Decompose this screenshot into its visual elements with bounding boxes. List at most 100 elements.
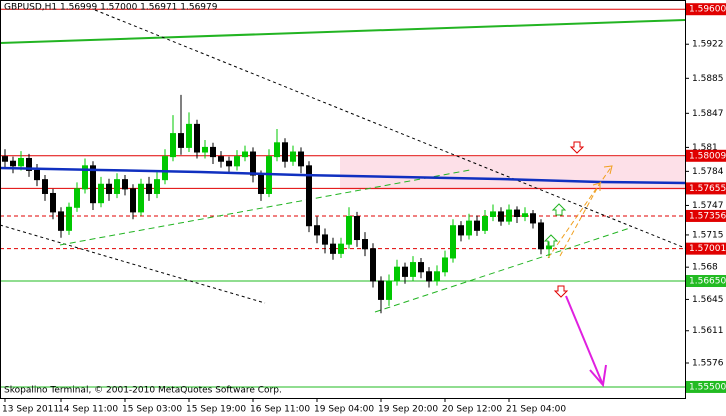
level-box xyxy=(686,149,726,162)
candle-body xyxy=(330,243,336,254)
candle-body xyxy=(130,188,136,213)
candle-body xyxy=(354,216,360,241)
level-label: 1.57655 xyxy=(689,184,726,194)
candle-body xyxy=(242,151,248,158)
x-tick-label: 19 Sep 04:00 xyxy=(314,405,374,415)
candle-body xyxy=(506,209,512,222)
candle-body xyxy=(122,179,128,190)
candle-body xyxy=(186,123,192,148)
candle-body xyxy=(322,234,328,245)
forecast-arrow xyxy=(547,165,613,259)
y-tick-label: 1.5645 xyxy=(692,295,724,305)
candle-body xyxy=(34,169,40,181)
candle-body xyxy=(274,142,280,158)
level-box xyxy=(686,3,726,16)
x-tick-label: 16 Sep 11:00 xyxy=(250,405,310,415)
candle-body xyxy=(538,222,544,250)
candle-body xyxy=(26,157,32,171)
buy-signal xyxy=(543,234,559,247)
candle-body xyxy=(10,160,16,167)
candle-body xyxy=(458,225,464,236)
x-tick-label: 19 Sep 20:00 xyxy=(378,405,438,415)
y-tick-label: 1.5885 xyxy=(692,74,724,84)
level-box xyxy=(686,182,726,195)
trend-line xyxy=(374,227,631,313)
x-tick-label: 14 Sep 11:00 xyxy=(58,405,118,415)
chart-title: GBPUSD,H1 1.56999 1.57000 1.56971 1.5697… xyxy=(4,3,218,13)
level-box xyxy=(686,209,726,222)
candle-body xyxy=(282,142,288,162)
level-label: 1.58009 xyxy=(689,151,726,161)
candle-body xyxy=(154,179,160,194)
candle-body xyxy=(162,156,168,181)
y-tick-label: 1.5611 xyxy=(692,326,724,336)
candle-body xyxy=(386,280,392,300)
candle-body xyxy=(178,133,184,148)
forecast-arrow xyxy=(565,295,604,386)
moving-average xyxy=(0,166,686,185)
trend-line xyxy=(0,19,686,44)
candle-body xyxy=(450,225,456,259)
x-tick-label: 15 Sep 03:00 xyxy=(122,405,182,415)
candle-body xyxy=(2,156,8,162)
y-tick-label: 1.568 xyxy=(692,263,718,273)
level-label: 1.56650 xyxy=(689,276,726,286)
x-tick-label: 15 Sep 19:00 xyxy=(186,405,246,415)
candle-body xyxy=(210,146,216,158)
candle-body xyxy=(50,192,56,213)
x-tick-label: 21 Sep 04:00 xyxy=(506,405,566,415)
candle-body xyxy=(58,211,64,231)
candle-body xyxy=(250,151,256,176)
candle-body xyxy=(490,211,496,218)
y-tick-label: 1.5576 xyxy=(692,358,724,368)
candle-body xyxy=(306,165,312,227)
y-tick-label: 1.5715 xyxy=(692,230,724,240)
arrow-head xyxy=(592,182,601,191)
candle-body xyxy=(114,179,120,194)
candle-body xyxy=(474,220,480,231)
candle-body xyxy=(362,239,368,250)
candle-body xyxy=(74,188,80,208)
trend-line xyxy=(0,224,266,304)
candle-body xyxy=(514,209,520,218)
candle-body xyxy=(66,206,72,231)
level-label: 1.59600 xyxy=(689,5,726,15)
candle-body xyxy=(378,280,384,300)
x-tick-label: 13 Sep 2011 xyxy=(2,405,59,415)
candle-body xyxy=(498,211,504,222)
plot-frame xyxy=(0,0,686,399)
candle-body xyxy=(426,271,432,282)
candle-body xyxy=(42,179,48,194)
candle-body xyxy=(418,262,424,273)
candle-body xyxy=(170,133,176,158)
y-tick-label: 1.5784 xyxy=(692,167,724,177)
candle-body xyxy=(258,174,264,194)
candle-body xyxy=(434,271,440,282)
level-label: 1.57001 xyxy=(689,244,726,254)
candle-body xyxy=(530,213,536,224)
candle-body xyxy=(522,213,528,218)
candle-body xyxy=(290,151,296,162)
level-box xyxy=(686,380,726,393)
level-box xyxy=(686,274,726,287)
candle-body xyxy=(394,266,400,282)
candle-body xyxy=(138,183,144,213)
candle-body xyxy=(202,146,208,153)
candle-body xyxy=(82,165,88,190)
sell-signal xyxy=(553,285,569,298)
buy-signal xyxy=(551,203,567,216)
candle-body xyxy=(98,183,104,204)
level-box xyxy=(686,242,726,255)
trend-line xyxy=(94,9,686,249)
candle-body xyxy=(410,262,416,277)
candle-body xyxy=(226,160,232,167)
candle-body xyxy=(442,257,448,273)
level-label: 1.55500 xyxy=(689,382,726,392)
candle-body xyxy=(146,183,152,194)
candle-body xyxy=(370,248,376,282)
pink-zone xyxy=(340,157,685,190)
candle-body xyxy=(314,225,320,236)
candle-body xyxy=(298,151,304,167)
sell-signal xyxy=(569,141,585,154)
